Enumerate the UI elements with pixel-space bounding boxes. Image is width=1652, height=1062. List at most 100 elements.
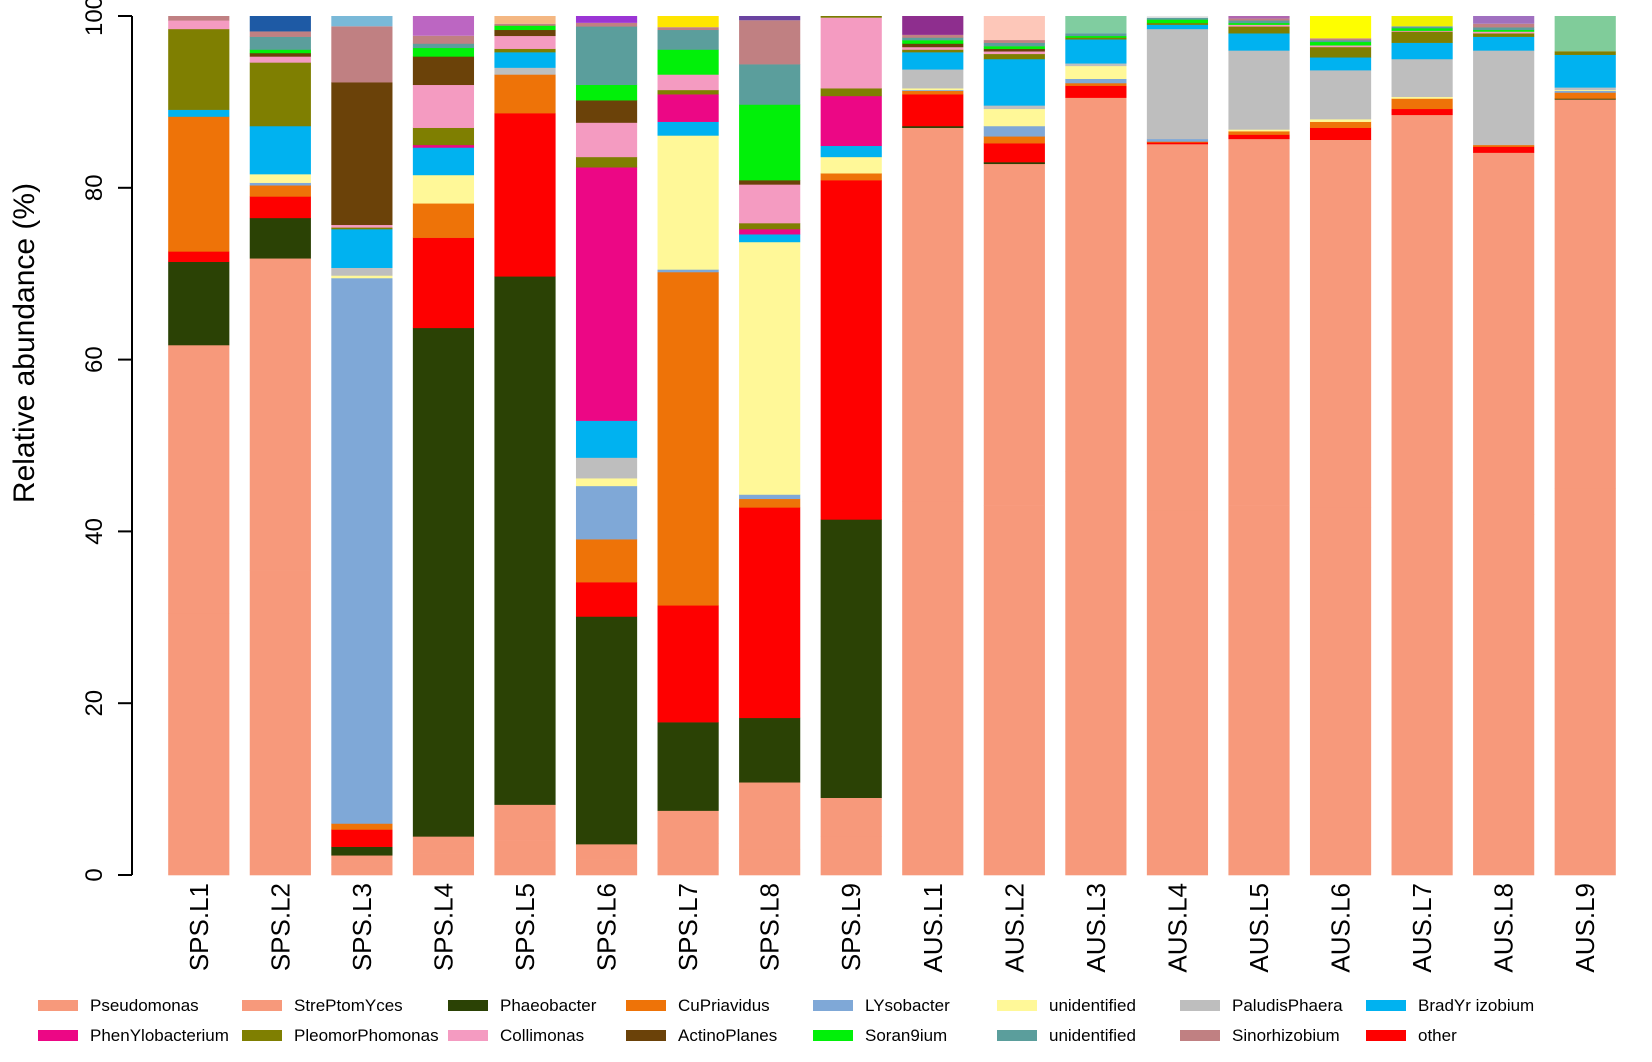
bar-segment-AUS.L2-10 xyxy=(983,53,1045,60)
bar-cap-SPS.L7 xyxy=(657,16,719,28)
bar-segment-SPS.L8-12 xyxy=(739,180,801,185)
bar-cap-SPS.L9 xyxy=(820,16,882,18)
bar-segment-SPS.L6-15 xyxy=(575,22,638,27)
bar-segment-SPS.L5-13 xyxy=(494,25,556,31)
bar-cap-AUS.L9 xyxy=(1554,16,1616,52)
bar-cap-SPS.L6 xyxy=(575,16,638,23)
bar-segment-SPS.L4-14 xyxy=(412,43,475,49)
bar-segment-SPS.L7-2 xyxy=(657,722,719,811)
bar-segment-AUS.L3-3 xyxy=(1065,85,1127,98)
bar-segment-SPS.L5-0 xyxy=(494,840,556,876)
legend-label-4: LYsobacter xyxy=(865,996,950,1015)
legend-swatch-5 xyxy=(997,1000,1037,1011)
x-tick-label-AUS.L6: AUS.L6 xyxy=(1326,883,1356,973)
bar-segment-AUS.L4-8 xyxy=(1146,24,1209,30)
bar-segment-SPS.L5-4 xyxy=(494,74,556,114)
bar-segment-SPS.L9-9 xyxy=(820,95,882,147)
bar-segment-SPS.L2-14 xyxy=(249,36,311,50)
bar-cap-AUS.L7 xyxy=(1391,16,1453,27)
bar-segment-SPS.L7-9 xyxy=(657,94,719,122)
bar-segment-AUS.L5-6 xyxy=(1228,129,1290,132)
x-tick-label-SPS.L7: SPS.L7 xyxy=(673,883,703,971)
x-tick-label-SPS.L2: SPS.L2 xyxy=(265,883,295,971)
bar-segment-AUS.L7-6 xyxy=(1391,96,1453,99)
bar-segment-AUS.L3-8 xyxy=(1065,39,1127,64)
bar-segment-SPS.L7-0 xyxy=(657,843,719,876)
legend-swatch-8 xyxy=(38,1030,78,1041)
bar-segment-AUS.L7-8 xyxy=(1391,42,1453,60)
bar-segment-AUS.L6-0 xyxy=(1309,507,1372,876)
bar-segment-AUS.L6-1 xyxy=(1309,139,1372,508)
bar-segment-SPS.L7-8 xyxy=(657,121,719,136)
x-tick-label-AUS.L7: AUS.L7 xyxy=(1407,883,1437,973)
x-tick-label-SPS.L1: SPS.L1 xyxy=(184,883,214,971)
bar-segment-AUS.L5-7 xyxy=(1228,50,1290,130)
bar-segment-AUS.L1-1 xyxy=(902,127,964,502)
bar-segment-AUS.L5-14 xyxy=(1228,20,1290,24)
x-tick-label-AUS.L1: AUS.L1 xyxy=(918,883,948,973)
bar-segment-AUS.L8-11 xyxy=(1473,31,1535,34)
bar-segment-AUS.L6-13 xyxy=(1309,41,1372,46)
x-tick-label-SPS.L4: SPS.L4 xyxy=(428,883,458,971)
bar-cap-AUS.L5 xyxy=(1228,16,1290,19)
bar-segment-AUS.L5-13 xyxy=(1228,22,1290,25)
bar-cap-AUS.L2 xyxy=(983,16,1045,41)
bar-segment-SPS.L6-7 xyxy=(575,457,638,479)
bar-segment-SPS.L7-5 xyxy=(657,269,719,273)
y-tick-label-40: 40 xyxy=(81,518,108,545)
bar-segment-AUS.L8-13 xyxy=(1473,29,1535,32)
bar-segment-SPS.L7-11 xyxy=(657,74,719,91)
bar-segment-SPS.L8-4 xyxy=(739,498,801,508)
bar-segment-AUS.L5-0 xyxy=(1228,505,1290,876)
bar-segment-AUS.L2-7 xyxy=(983,105,1045,110)
bar-segment-SPS.L3-10 xyxy=(331,227,393,230)
bar-segment-AUS.L6-6 xyxy=(1309,119,1372,122)
bar-cap-SPS.L8 xyxy=(739,16,801,21)
bar-cap-SPS.L5 xyxy=(494,16,556,24)
bar-segment-AUS.L2-12 xyxy=(983,48,1045,52)
legend-label-6: PaludisPhaera xyxy=(1232,996,1343,1015)
bar-segment-SPS.L3-3 xyxy=(331,829,393,847)
legend-label-7: BradYr izobium xyxy=(1418,996,1534,1015)
bar-cap-AUS.L6 xyxy=(1309,16,1372,39)
bar-segment-AUS.L9-6 xyxy=(1554,89,1616,92)
x-tick-label-SPS.L3: SPS.L3 xyxy=(347,883,377,971)
bar-segment-AUS.L3-7 xyxy=(1065,63,1127,67)
bar-segment-AUS.L6-7 xyxy=(1309,70,1372,120)
bar-segment-AUS.L6-14 xyxy=(1309,40,1372,43)
legend-label-8: PhenYlobacterium xyxy=(90,1026,229,1045)
bar-cap-AUS.L3 xyxy=(1065,16,1127,34)
bar-segment-AUS.L9-5 xyxy=(1554,90,1616,93)
bar-segment-SPS.L1-2 xyxy=(168,261,230,346)
bar-segment-SPS.L9-1 xyxy=(820,797,882,837)
bar-segment-SPS.L5-15 xyxy=(494,23,556,26)
bar-segment-SPS.L4-8 xyxy=(412,147,475,176)
bar-segment-SPS.L4-2 xyxy=(412,327,475,837)
legend-label-9: PleomorPhomonas xyxy=(294,1026,439,1045)
bar-segment-SPS.L2-12 xyxy=(249,52,311,57)
bar-segment-SPS.L4-6 xyxy=(412,174,475,204)
bar-segment-SPS.L4-12 xyxy=(412,56,475,86)
x-tick-label-AUS.L4: AUS.L4 xyxy=(1162,883,1192,973)
bar-segment-SPS.L5-7 xyxy=(494,67,556,75)
y-tick-label-100: 100 xyxy=(81,0,108,36)
legend-swatch-13 xyxy=(997,1030,1037,1041)
bar-segment-SPS.L9-8 xyxy=(820,145,882,158)
bar-segment-SPS.L4-10 xyxy=(412,127,475,146)
bar-segment-SPS.L2-15 xyxy=(249,31,311,37)
bar-segment-AUS.L4-14 xyxy=(1146,17,1209,20)
bar-segment-SPS.L4-0 xyxy=(412,853,475,876)
x-tick-label-AUS.L8: AUS.L8 xyxy=(1489,883,1519,973)
bar-segment-AUS.L8-7 xyxy=(1473,50,1535,146)
bar-segment-SPS.L9-3 xyxy=(820,180,882,520)
bar-segment-AUS.L9-8 xyxy=(1554,54,1616,88)
bar-segment-SPS.L2-4 xyxy=(249,185,311,197)
bar-segment-SPS.L2-8 xyxy=(249,125,311,175)
bar-segment-SPS.L3-8 xyxy=(331,229,393,268)
bar-segment-AUS.L2-8 xyxy=(983,58,1045,106)
bar-segment-SPS.L1-3 xyxy=(168,251,230,262)
bar-segment-SPS.L3-15 xyxy=(331,26,393,83)
bar-segment-SPS.L8-2 xyxy=(739,717,801,783)
bar-segment-SPS.L5-3 xyxy=(494,113,556,277)
